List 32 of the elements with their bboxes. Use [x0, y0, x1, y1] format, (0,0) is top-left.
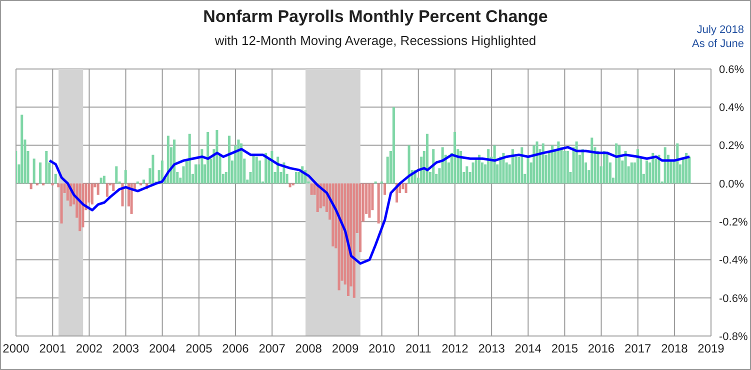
x-tick-label: 2014: [514, 342, 542, 356]
chart-subtitle: with 12-Month Moving Average, Recessions Highlighted: [214, 33, 536, 48]
y-tick-label: -0.6%: [719, 292, 748, 305]
x-tick-label: 2001: [39, 342, 66, 356]
x-tick-label: 2003: [112, 342, 140, 356]
y-tick-label: -0.8%: [719, 330, 748, 343]
text: As of June: [692, 37, 744, 51]
x-tick-label: 2009: [332, 342, 359, 356]
x-tick-label: 2011: [405, 342, 432, 356]
text: July 2018: [696, 23, 744, 37]
y-tick-label: -0.4%: [719, 254, 748, 267]
chart-title: Nonfarm Payrolls Monthly Percent Change: [203, 7, 548, 26]
x-tick-label: 2005: [186, 342, 213, 356]
x-tick-label: 2018: [661, 342, 688, 356]
x-tick-label: 2004: [148, 342, 176, 356]
x-tick-label: 2007: [258, 342, 286, 356]
y-tick-label: 0.2%: [719, 140, 744, 152]
x-tick-label: 2012: [442, 342, 469, 356]
y-tick-label: 0.4%: [719, 102, 744, 114]
x-tick-label: 2010: [368, 342, 396, 356]
x-tick-label: 2015: [551, 342, 578, 356]
x-tick-label: 2006: [222, 342, 250, 356]
x-tick-label: 2008: [295, 342, 322, 356]
y-tick-label: -0.2%: [719, 216, 748, 228]
x-tick-label: 2000: [2, 342, 30, 356]
x-tick-label: 2016: [588, 342, 615, 356]
x-tick-label: 2002: [76, 342, 103, 356]
y-tick-label: 0.6%: [719, 64, 744, 76]
x-tick-label: 2013: [478, 342, 506, 356]
y-tick-label: 0.0%: [719, 178, 744, 190]
x-tick-label: 2019: [698, 342, 725, 356]
x-tick-label: 2017: [624, 342, 652, 356]
